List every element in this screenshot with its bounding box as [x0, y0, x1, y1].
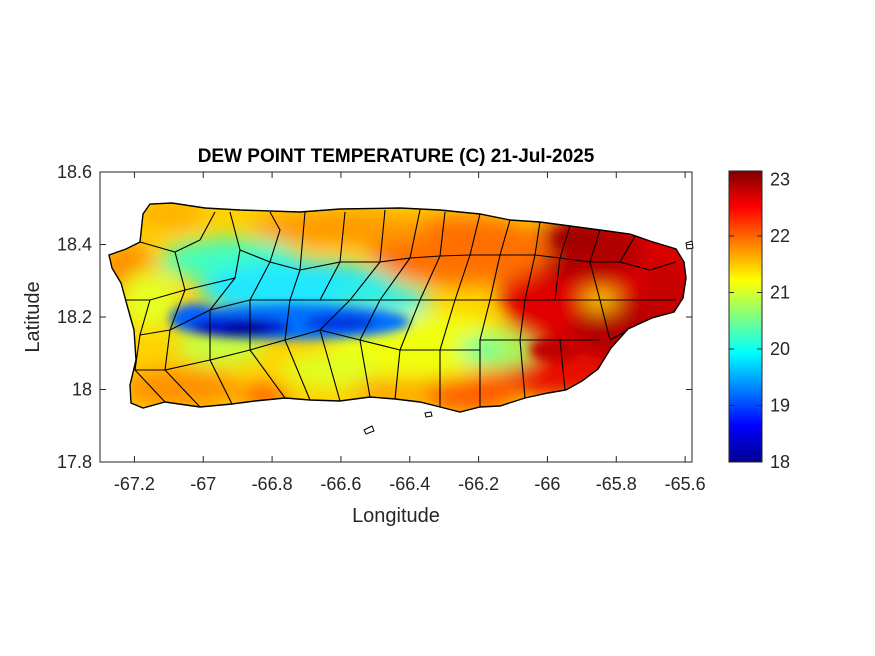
- x-tick-label: -67.2: [114, 474, 155, 494]
- x-tick-label: -66.2: [458, 474, 499, 494]
- heat-southeast-darkred: [530, 338, 580, 362]
- colorbar-gradient: [728, 170, 763, 463]
- offshore-islet: [424, 411, 433, 418]
- colorbar-tick-label: 23: [770, 169, 790, 189]
- y-tick-label: 18.6: [57, 162, 92, 182]
- heat-southwest-orange: [120, 368, 240, 408]
- colorbar-tick-label: 18: [770, 452, 790, 472]
- offshore-islet: [363, 425, 375, 435]
- colorbar-tick-label: 22: [770, 226, 790, 246]
- x-tick-label: -65.8: [596, 474, 637, 494]
- x-axis-ticks: -67.2 -67 -66.8 -66.6 -66.4 -66.2 -66 -65.8 -65.…: [114, 172, 706, 494]
- heat-southcentral-orange: [420, 368, 520, 412]
- x-tick-label: -65.6: [665, 474, 706, 494]
- colorbar-tick-label: 20: [770, 339, 790, 359]
- x-tick-label: -66.4: [389, 474, 430, 494]
- colorbar-ticks: 18 19 20 21 22 23: [729, 169, 790, 472]
- x-tick-label: -67: [190, 474, 216, 494]
- heat-north-orange: [250, 210, 430, 246]
- y-tick-label: 17.8: [57, 452, 92, 472]
- x-axis-label: Longitude: [352, 505, 440, 527]
- colorbar: 18 19 20 21 22 23: [728, 169, 790, 472]
- heat-far-east: [640, 260, 686, 320]
- heat-northeast-hot: [553, 230, 597, 250]
- y-tick-label: 18.4: [57, 235, 92, 255]
- colorbar-tick-label: 21: [770, 282, 790, 302]
- heat-northeast-darkred: [525, 220, 645, 280]
- x-tick-label: -66: [534, 474, 560, 494]
- heat-south-yellow: [280, 352, 380, 388]
- x-tick-label: -66.6: [320, 474, 361, 494]
- municipality-boundaries: [125, 209, 677, 408]
- heat-northwest-orange: [135, 203, 205, 230]
- heat-core-navy: [223, 324, 267, 336]
- x-tick-label: -66.8: [252, 474, 293, 494]
- chart-title: DEW POINT TEMPERATURE (C) 21-Jul-2025: [198, 146, 595, 167]
- colorbar-tick-label: 19: [770, 395, 790, 415]
- y-tick-label: 18.2: [57, 307, 92, 327]
- y-axis-label: Latitude: [22, 281, 44, 352]
- dew-point-heatmap: [109, 203, 686, 412]
- y-axis-ticks: 17.8 18 18.2 18.4 18.6: [57, 162, 692, 472]
- y-tick-label: 18: [72, 380, 92, 400]
- heat-core2-darkblue: [305, 315, 375, 331]
